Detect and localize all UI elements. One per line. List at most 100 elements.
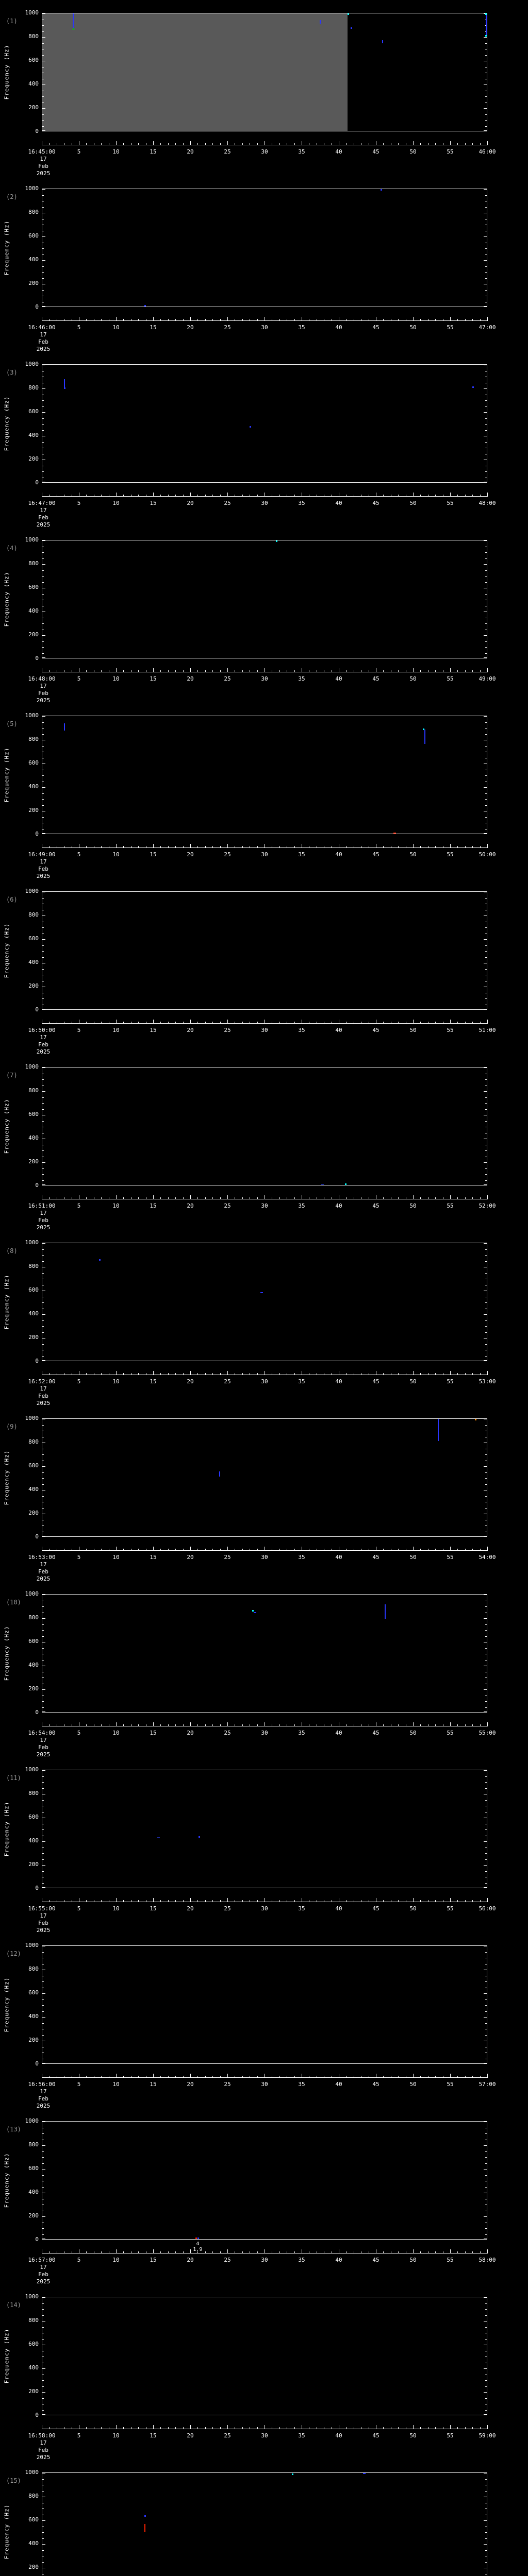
x-tick-label: 15: [150, 675, 157, 682]
tick-mark: [485, 2386, 487, 2387]
tick-mark: [212, 1724, 213, 1726]
tick-mark: [160, 846, 161, 848]
tick-mark: [42, 1618, 45, 1619]
tick-mark: [183, 1549, 184, 1550]
tick-mark: [42, 1320, 44, 1321]
tick-mark: [485, 582, 487, 583]
tick-mark: [485, 2327, 487, 2328]
signal-mark: [437, 1419, 439, 1441]
x-tick-label: 55: [447, 1378, 454, 1385]
tick-mark: [484, 939, 487, 940]
tick-mark: [485, 817, 487, 818]
tick-mark: [485, 945, 487, 946]
tick-mark: [190, 1722, 191, 1726]
tick-mark: [42, 189, 45, 190]
tick-mark: [175, 846, 176, 848]
tick-mark: [42, 2234, 44, 2235]
x-tick-label: 45: [372, 1730, 380, 1736]
tick-mark: [101, 2076, 102, 2077]
tick-mark: [190, 1547, 191, 1550]
tick-mark: [42, 1707, 44, 1708]
tick-mark: [465, 846, 466, 848]
tick-mark: [42, 13, 45, 14]
tick-mark: [485, 400, 487, 401]
tick-mark: [42, 657, 45, 658]
tick-mark: [485, 1472, 487, 1473]
tick-mark: [398, 2427, 399, 2429]
date-label: 2025: [36, 2278, 51, 2285]
y-tick-label: 800: [28, 1965, 39, 1972]
tick-mark: [42, 2216, 45, 2217]
x-tick-label: 20: [187, 148, 194, 155]
tick-mark: [227, 493, 228, 496]
tick-mark: [42, 25, 44, 26]
tick-mark: [42, 207, 44, 208]
tick-mark: [205, 2427, 206, 2429]
tick-mark: [485, 2011, 487, 2012]
tick-mark: [42, 430, 44, 431]
tick-mark: [49, 1549, 50, 1550]
tick-mark: [383, 2076, 384, 2077]
tick-mark: [465, 1724, 466, 1726]
tick-mark: [86, 2427, 87, 2429]
tick-mark: [485, 1496, 487, 1497]
tick-mark: [420, 1549, 421, 1550]
x-tick-label: 15: [150, 2257, 157, 2263]
tick-mark: [383, 2251, 384, 2253]
tick-mark: [212, 1197, 213, 1199]
tick-mark: [485, 594, 487, 595]
tick-mark: [279, 2427, 280, 2429]
x-tick-label: 5: [77, 1378, 81, 1385]
tick-mark: [485, 1630, 487, 1631]
end-time-label: 53:00: [478, 1378, 496, 1385]
tick-mark: [227, 2249, 228, 2253]
signal-mark: [157, 1837, 160, 1838]
y-tick-label: 600: [28, 1638, 39, 1645]
tick-mark: [42, 2479, 44, 2480]
tick-mark: [485, 207, 487, 208]
tick-mark: [42, 564, 45, 565]
y-tick-label: 800: [28, 1087, 39, 1094]
tick-mark: [420, 1724, 421, 1726]
panel-index-label: (9): [6, 1423, 18, 1430]
end-time-label: 49:00: [478, 675, 496, 682]
x-tick-label: 35: [298, 500, 305, 506]
x-tick-label: 10: [112, 1905, 120, 1912]
x-tick-label: 25: [224, 1202, 231, 1209]
tick-mark: [485, 2303, 487, 2304]
signal-mark: [252, 1610, 254, 1612]
date-label: 2025: [36, 1575, 51, 1582]
tick-mark: [450, 2074, 451, 2077]
tick-mark: [101, 1549, 102, 1550]
y-tick-label: 800: [28, 1438, 39, 1445]
tick-mark: [42, 1344, 44, 1345]
tick-mark: [485, 1174, 487, 1175]
x-tick-label: 20: [187, 1202, 194, 1209]
tick-mark: [485, 1800, 487, 1801]
signal-mark: [144, 2523, 145, 2532]
tick-mark: [485, 641, 487, 642]
x-tick-label: 15: [150, 1905, 157, 1912]
tick-mark: [257, 2251, 258, 2253]
spectrogram-panel-7: (7) Frequency (Hz) 1000 800 600 400 200 0 16:51:…: [0, 1054, 528, 1231]
tick-mark: [175, 670, 176, 672]
tick-mark: [257, 1022, 258, 1023]
tick-mark: [42, 2380, 44, 2381]
spectrogram-panel-4: (4) Frequency (Hz) 1000 800 600 400 200 0 16:48:…: [0, 527, 528, 704]
tick-mark: [480, 1549, 481, 1550]
tick-mark: [212, 2427, 213, 2429]
date-label: 17: [40, 507, 47, 514]
x-tick-label: 50: [409, 1905, 417, 1912]
tick-mark: [205, 1724, 206, 1726]
y-tick-label: 1000: [25, 2117, 39, 2124]
signal-mark: [98, 1259, 101, 1261]
tick-mark: [42, 2169, 45, 2170]
tick-mark: [205, 1022, 206, 1023]
tick-mark: [168, 1022, 169, 1023]
tick-mark: [205, 1900, 206, 1902]
end-time-label: 55:00: [478, 1730, 496, 1736]
tick-mark: [175, 2427, 176, 2429]
x-tick-label: 10: [112, 324, 120, 331]
panel-index-label: (4): [6, 545, 18, 552]
date-label: 2025: [36, 2454, 51, 2461]
